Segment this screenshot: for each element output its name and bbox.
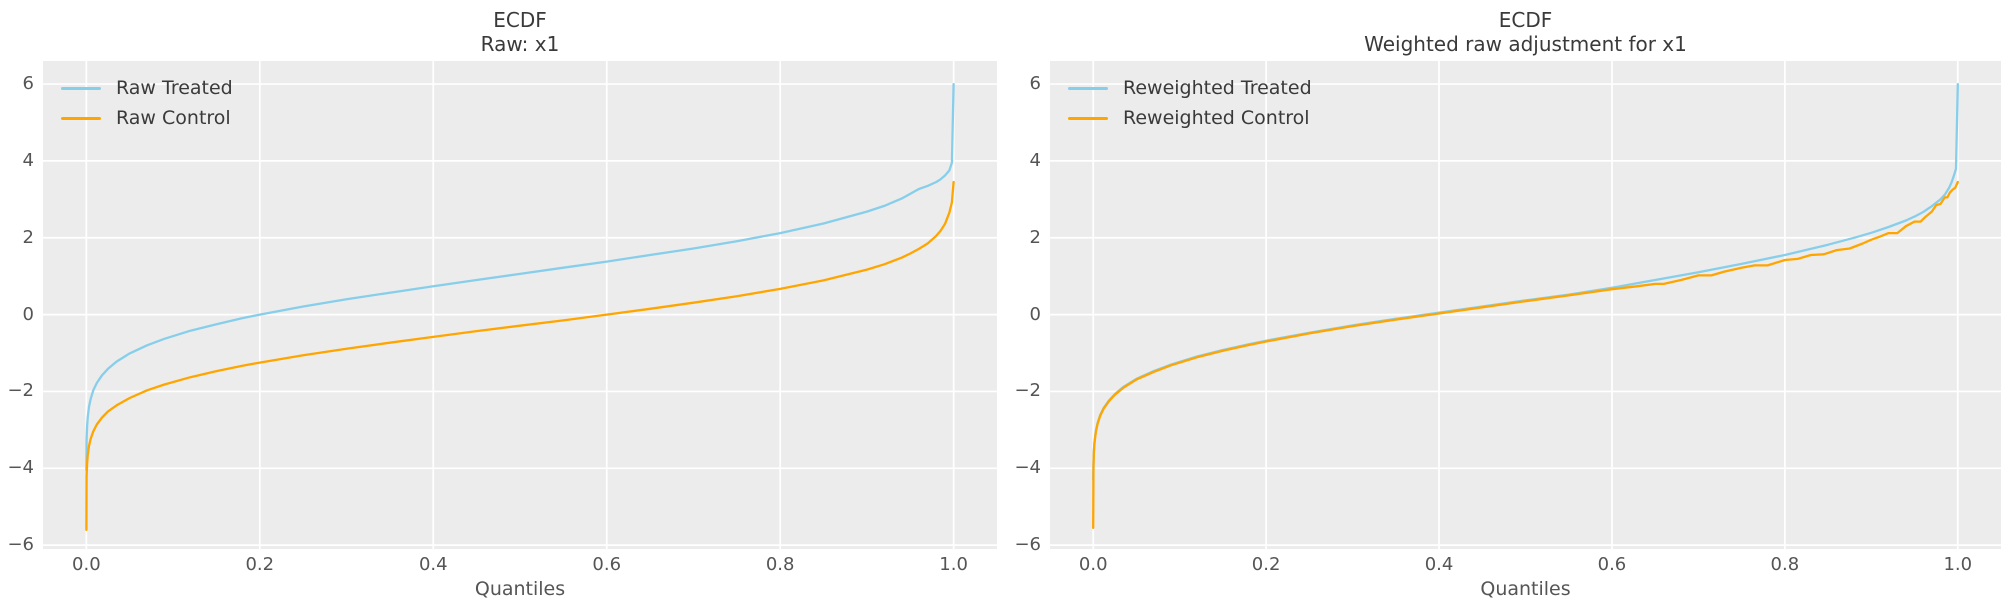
series-line-reweighted-treated (1092, 82, 1959, 481)
y-tick-label: −2 (1014, 380, 1041, 402)
y-tick-label: 6 (1029, 73, 1041, 95)
x-tick-label: 0.2 (245, 554, 275, 575)
x-tick-label: 0.6 (592, 554, 622, 575)
legend-line-swatch (61, 116, 101, 120)
legend-right: Reweighted Treated Reweighted Control (1068, 73, 1312, 133)
y-tick-label: 6 (22, 73, 34, 95)
x-tick-label: 1.0 (1943, 554, 1973, 575)
x-tick-label: 0.4 (418, 554, 448, 575)
legend-item-reweighted-control: Reweighted Control (1068, 103, 1312, 133)
legend-item-raw-control: Raw Control (61, 103, 233, 133)
ecdf-curves-left (43, 61, 997, 549)
y-tick-label: −6 (1014, 534, 1041, 556)
y-tick-label: −2 (7, 380, 34, 402)
y-tick-label: 2 (1029, 226, 1041, 248)
legend-line-swatch (1068, 116, 1108, 120)
series-line-raw-treated (85, 82, 955, 472)
legend-label: Reweighted Control (1123, 107, 1310, 129)
series-line-reweighted-control (1092, 180, 1959, 530)
y-tick-label: −4 (1014, 457, 1041, 479)
panel-left-title: ECDF Raw: x1 (43, 8, 997, 56)
x-tick-label: 0.2 (1251, 554, 1281, 575)
x-tick-label: 0.8 (765, 554, 795, 575)
plot-area-left: Raw Treated Raw Control (43, 61, 997, 549)
legend-label: Raw Treated (116, 77, 233, 99)
panel-right-title: ECDF Weighted raw adjustment for x1 (1050, 8, 2001, 56)
y-tick-label: 2 (22, 226, 34, 248)
y-tick-label: 4 (22, 149, 34, 171)
y-tick-label: 0 (1029, 303, 1041, 325)
panel-right-title-line2: Weighted raw adjustment for x1 (1364, 32, 1687, 56)
x-tick-label: 0.8 (1770, 554, 1800, 575)
panel-left-title-line2: Raw: x1 (480, 32, 560, 56)
legend-line-swatch (1068, 86, 1108, 90)
ecdf-curves-right (1050, 61, 2001, 549)
plot-area-right: Reweighted Treated Reweighted Control (1050, 61, 2001, 549)
legend-label: Reweighted Treated (1123, 77, 1312, 99)
legend-item-reweighted-treated: Reweighted Treated (1068, 73, 1312, 103)
x-tick-label: 1.0 (939, 554, 968, 575)
y-tick-label: −6 (7, 534, 34, 556)
y-tick-label: −4 (7, 457, 34, 479)
legend-label: Raw Control (116, 107, 231, 129)
x-tick-label: 0.0 (72, 554, 101, 575)
x-axis-label-right: Quantiles (1480, 578, 1571, 600)
series-line-raw-control (85, 180, 955, 531)
x-tick-label: 0.0 (1078, 554, 1108, 575)
x-axis-label-left: Quantiles (474, 578, 566, 600)
panel-left-title-line1: ECDF (493, 8, 547, 32)
y-tick-label: 0 (22, 303, 34, 325)
legend-left: Raw Treated Raw Control (61, 73, 233, 133)
x-tick-label: 0.6 (1597, 554, 1627, 575)
y-tick-label: 4 (1029, 149, 1041, 171)
panel-right-title-line1: ECDF (1498, 8, 1553, 32)
x-tick-label: 0.4 (1424, 554, 1454, 575)
legend-item-raw-treated: Raw Treated (61, 73, 233, 103)
legend-line-swatch (61, 86, 101, 90)
